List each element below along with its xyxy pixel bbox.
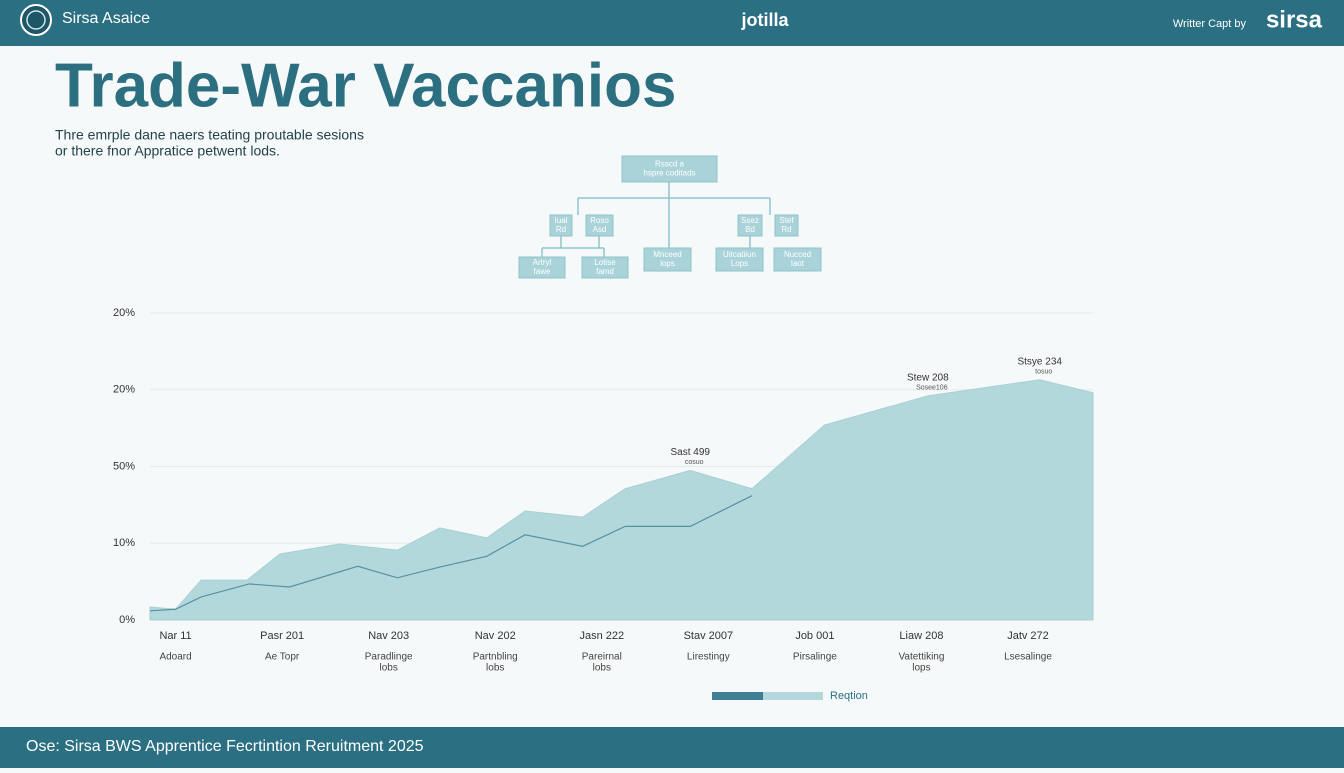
node-box: [585, 214, 614, 237]
annotation: Stsye 234: [1017, 356, 1062, 367]
x-sublabel: Ae Topr: [265, 652, 300, 663]
node-label: famd: [596, 267, 614, 276]
node-label: Ssez: [741, 216, 759, 225]
node-box: [621, 155, 718, 183]
x-sublabel: Vatettiking: [898, 652, 944, 663]
annotation-note: tosuo: [1035, 369, 1052, 376]
x-sublabel: lobs: [380, 663, 398, 674]
x-sublabel: Pirsalinge: [793, 652, 837, 663]
node-box: [774, 214, 799, 237]
header-bar: [0, 0, 1344, 46]
subtitle-line: or there fnor Appratice petwent lods.: [55, 143, 280, 159]
node-label: hspre coditads: [643, 169, 695, 178]
chart: 0% 10% 50% 20% 20% Nar 11 Adoard Pasr 201 Ae Top…: [113, 307, 1094, 702]
node-label: Bd: [745, 225, 755, 234]
node-label: Rsscd a: [655, 160, 684, 169]
node-box: [643, 247, 692, 272]
logo-ring: [26, 10, 46, 30]
x-sublabel: Partnbling: [473, 652, 518, 663]
node-label: Asd: [593, 225, 607, 234]
node-box: [737, 214, 763, 237]
footer: Ose: Sirsa BWS Apprentice Fecrtintion Re…: [26, 738, 424, 755]
x-tick-label: Jasn 222: [579, 630, 624, 642]
annotation-note: Sosee106: [916, 385, 948, 392]
x-tick-label: Nar 11: [159, 630, 191, 642]
node-label: lops: [660, 259, 675, 268]
annotation: Sast 499: [670, 447, 710, 458]
node-label: Lops: [731, 259, 748, 268]
legend-swatch: [712, 692, 763, 700]
node-label: Mnceed: [653, 250, 681, 259]
subtitle-line: Thre emrple dane naers teating proutable…: [55, 127, 364, 143]
logo: [20, 4, 52, 36]
node-box: [773, 247, 822, 272]
node-label: laot: [791, 259, 805, 268]
node-box: [549, 214, 573, 237]
center-logo: jotilla: [740, 10, 789, 30]
annotation: Stew 208: [907, 373, 949, 384]
node-label: Nucced: [784, 250, 811, 259]
x-tick-label: Liaw 208: [899, 630, 943, 642]
line: [149, 495, 753, 612]
x-tick-label: Nav 202: [475, 630, 516, 642]
x-tick-label: Jatv 272: [1007, 630, 1049, 642]
x-tick-label: Job 001: [795, 630, 834, 642]
y-tick-label: 20%: [113, 384, 135, 396]
x-sublabel: lobs: [486, 663, 504, 674]
node-label: Lotise: [594, 258, 616, 267]
node-label: Iual: [555, 216, 568, 225]
y-tick-label: 50%: [113, 460, 135, 472]
annotation-note: cosuo: [685, 459, 704, 466]
x-tick-label: Nav 203: [368, 630, 409, 642]
y-tick-label: 20%: [113, 307, 135, 319]
node-label: Artryl: [533, 258, 552, 267]
x-tick-label: Stav 2007: [684, 630, 734, 642]
x-sublabel: lops: [912, 663, 930, 674]
footer-bar: [0, 727, 1344, 768]
brand: Sirsa Asaice: [62, 10, 150, 27]
credit-brand: sirsa: [1266, 6, 1323, 33]
node-label: Uitcatiiun: [723, 250, 756, 259]
node-label: Roso: [590, 216, 609, 225]
node-label: Rd: [781, 225, 791, 234]
x-sublabel: Adoard: [159, 652, 191, 663]
node-box: [715, 247, 764, 272]
x-sublabel: Paradlinge: [365, 652, 413, 663]
x-sublabel: Pareirnal: [582, 652, 622, 663]
node-label: Stef: [779, 216, 794, 225]
area: [149, 379, 1094, 621]
title: Trade-War Vaccanios: [55, 51, 676, 120]
node-box: [581, 256, 629, 279]
x-sublabel: lobs: [593, 663, 611, 674]
x-sublabel: Lsesalinge: [1004, 652, 1052, 663]
y-tick-label: 0%: [119, 614, 135, 626]
legend-swatch: [763, 692, 823, 700]
credit: Writter Capt by: [1173, 18, 1247, 30]
node-box: [518, 256, 566, 279]
x-sublabel: Lirestingy: [687, 652, 730, 663]
y-tick-label: 10%: [113, 537, 135, 549]
node-label: Rd: [556, 225, 566, 234]
x-tick-label: Pasr 201: [260, 630, 304, 642]
legend-label: Reqtion: [830, 690, 868, 702]
node-label: fawe: [534, 267, 551, 276]
